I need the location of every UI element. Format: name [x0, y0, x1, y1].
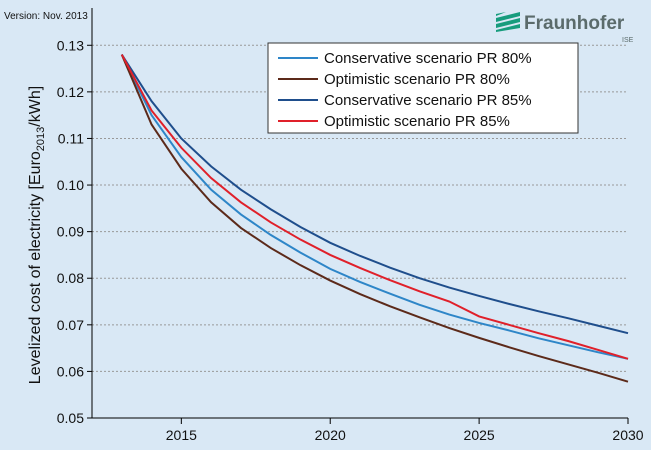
line [120, 54, 629, 360]
y-tick-label: 0.11 [58, 130, 84, 146]
y-tick-label: 0.05 [57, 410, 84, 426]
logo: Fraunhofer [524, 13, 625, 34]
legend-label: Optimistic scenario PR 85% [324, 113, 510, 130]
y-label-sub: 2013 [35, 127, 47, 151]
y-tick-label: 0.09 [57, 224, 84, 240]
y-label-end: /kWh] [27, 86, 44, 127]
y-tick-label: 0.13 [57, 37, 84, 53]
logo-icon [496, 12, 520, 32]
logo-sub: ISE [622, 37, 634, 44]
x-tick-label: 2015 [166, 427, 197, 443]
x-tick-label: 2030 [612, 427, 643, 443]
line [120, 54, 629, 335]
line [120, 54, 629, 383]
legend-label: Optimistic scenario PR 80% [324, 71, 510, 88]
y-tick-label: 0.10 [57, 177, 84, 193]
version: Version: Nov. 2013 [4, 11, 88, 22]
y-axis-label: Levelized cost of electricity [Euro2013/… [27, 86, 47, 384]
y-tick-label: 0.07 [57, 317, 84, 333]
y-tick-label: 0.08 [57, 270, 84, 286]
y-tick-label: 0.06 [57, 363, 84, 379]
x-tick-label: 2025 [464, 427, 495, 443]
y-tick-label: 0.12 [57, 84, 84, 100]
legend [267, 42, 579, 134]
line [120, 54, 629, 360]
legend-label: Conservative scenario PR 85% [324, 92, 532, 109]
y-label-text: Levelized cost of electricity [Euro [27, 151, 44, 384]
x-tick-label: 2020 [315, 427, 346, 443]
legend-label: Conservative scenario PR 80% [324, 50, 532, 67]
